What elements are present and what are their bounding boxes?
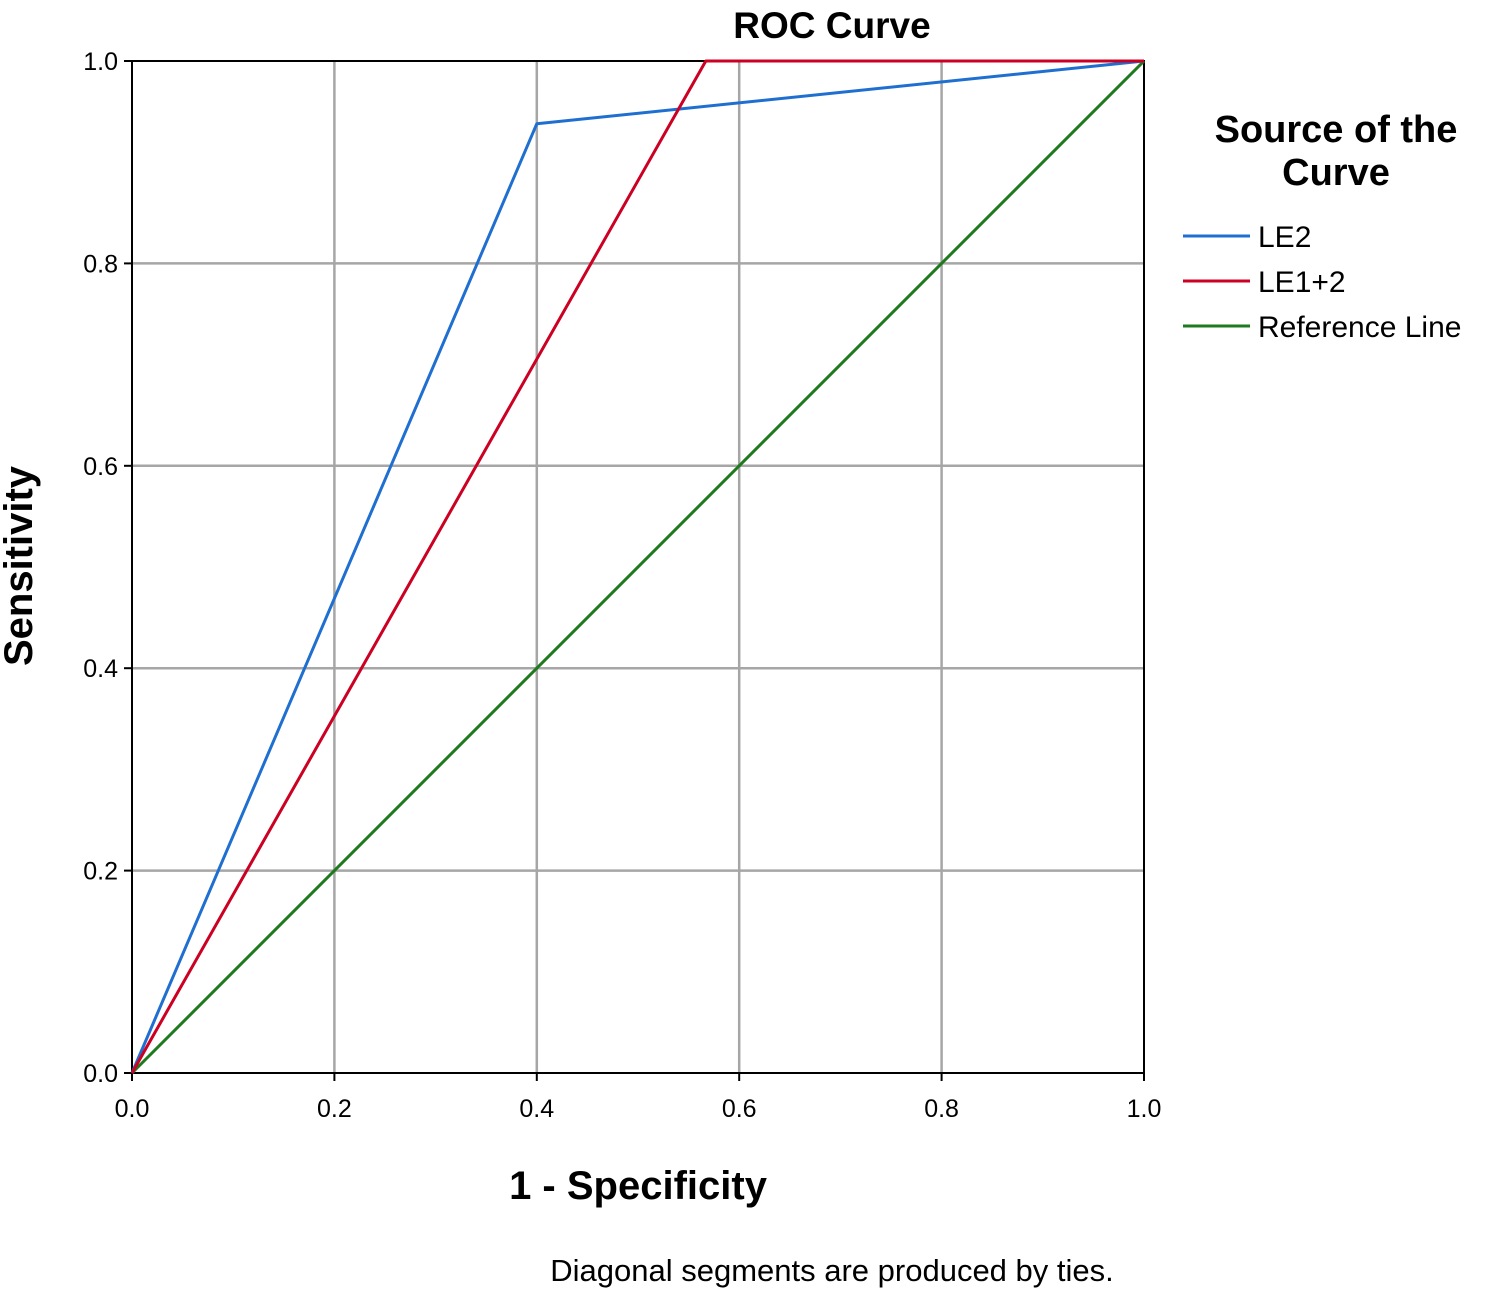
x-tick-label: 0.2 xyxy=(317,1095,352,1123)
legend-label: LE2 xyxy=(1258,221,1311,254)
legend-item-reference-line: Reference Line xyxy=(1183,311,1461,344)
x-tick-label: 1.0 xyxy=(1127,1095,1162,1123)
y-tick-label: 0.0 xyxy=(83,1060,118,1088)
x-axis-ticks: 0.0 0.2 0.4 0.6 0.8 1.0 xyxy=(115,1073,1162,1123)
x-tick-label: 0.8 xyxy=(924,1095,959,1123)
legend-item-le2: LE2 xyxy=(1183,221,1311,254)
series-line-le1-2 xyxy=(130,59,1144,1074)
y-tick-label: 1.0 xyxy=(83,48,118,76)
x-tick-label: 0.0 xyxy=(115,1095,150,1123)
chart-title: ROC Curve xyxy=(733,5,930,46)
legend-label: Reference Line xyxy=(1258,311,1461,344)
legend-title-line-1: Source of the xyxy=(1215,109,1458,151)
x-axis-title: 1 - Specificity xyxy=(509,1164,768,1208)
series-line-le2 xyxy=(130,59,1145,1074)
legend: Source of the Curve LE2 LE1+2 Reference Li… xyxy=(1183,109,1461,344)
y-axis-ticks: 0.0 0.2 0.4 0.6 0.8 1.0 xyxy=(83,48,132,1088)
series xyxy=(130,59,1146,1075)
chart-footnote: Diagonal segments are produced by ties. xyxy=(550,1253,1114,1288)
x-tick-label: 0.6 xyxy=(722,1095,757,1123)
y-tick-label: 0.4 xyxy=(83,655,118,683)
y-tick-label: 0.8 xyxy=(83,250,118,278)
y-axis-title: Sensitivity xyxy=(0,465,41,666)
legend-item-le1-2: LE1+2 xyxy=(1183,266,1346,299)
grid xyxy=(132,61,1144,1073)
legend-title-line-2: Curve xyxy=(1282,152,1390,194)
x-tick-label: 0.4 xyxy=(519,1095,554,1123)
y-tick-label: 0.2 xyxy=(83,858,118,886)
plot-frame xyxy=(131,60,1145,1074)
y-tick-label: 0.6 xyxy=(83,453,118,481)
legend-label: LE1+2 xyxy=(1258,266,1346,299)
series-line-reference-line xyxy=(130,59,1146,1075)
